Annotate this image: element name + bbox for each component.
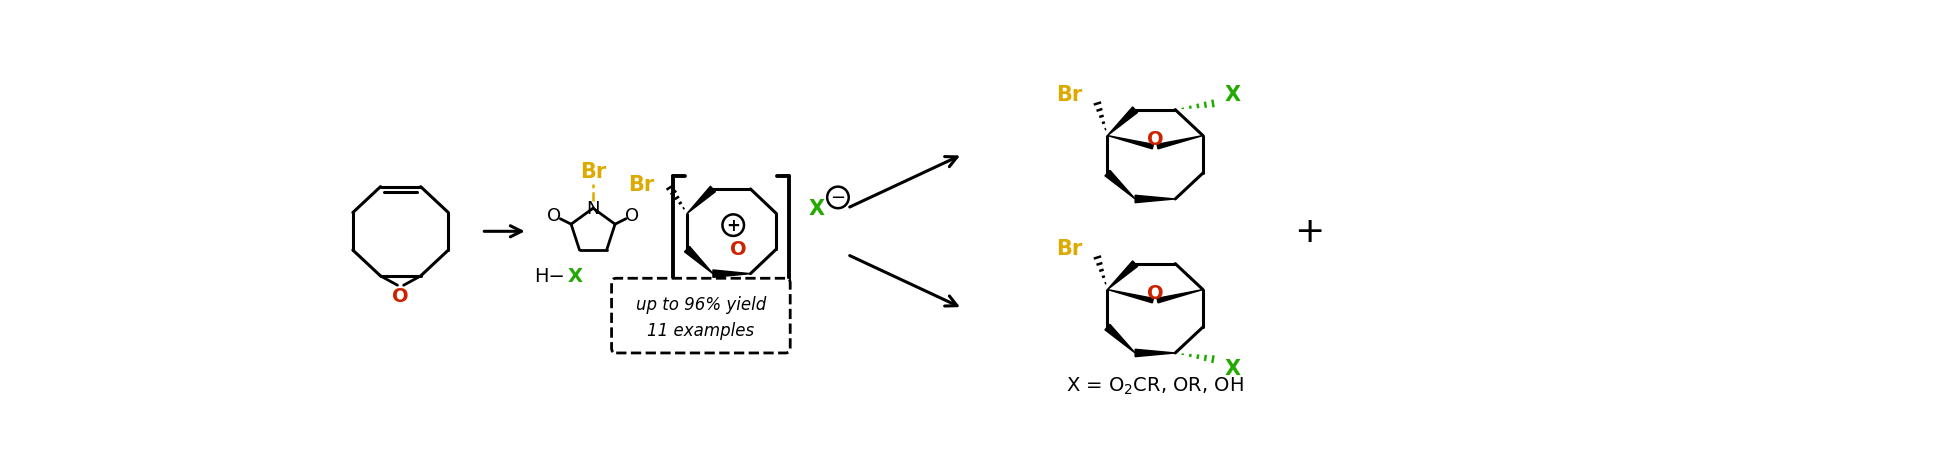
Text: Br: Br bbox=[1056, 239, 1081, 259]
Text: Br: Br bbox=[580, 162, 605, 182]
Polygon shape bbox=[1104, 325, 1135, 353]
Text: H−: H− bbox=[534, 267, 565, 286]
Polygon shape bbox=[1157, 290, 1203, 303]
FancyBboxPatch shape bbox=[611, 279, 791, 353]
Polygon shape bbox=[1104, 171, 1135, 200]
Text: −: − bbox=[830, 189, 845, 207]
Text: up to 96% yield: up to 96% yield bbox=[636, 296, 766, 314]
Text: O: O bbox=[393, 287, 408, 306]
Text: X: X bbox=[1224, 85, 1240, 105]
Text: X: X bbox=[1224, 358, 1240, 379]
Text: Br: Br bbox=[1056, 85, 1081, 105]
Polygon shape bbox=[1135, 349, 1176, 357]
Circle shape bbox=[828, 187, 849, 209]
Text: Br: Br bbox=[629, 174, 656, 194]
Polygon shape bbox=[1108, 261, 1137, 290]
Text: +: + bbox=[1294, 215, 1325, 249]
Text: N: N bbox=[586, 200, 600, 218]
Polygon shape bbox=[1108, 290, 1153, 303]
Text: O: O bbox=[625, 207, 638, 224]
Polygon shape bbox=[685, 247, 714, 274]
Text: O: O bbox=[547, 207, 561, 224]
Text: X: X bbox=[569, 267, 582, 286]
Polygon shape bbox=[1108, 108, 1137, 136]
Polygon shape bbox=[1157, 136, 1203, 150]
Text: O: O bbox=[729, 239, 747, 258]
Polygon shape bbox=[1108, 136, 1153, 150]
Text: 11 examples: 11 examples bbox=[648, 321, 754, 339]
Text: O: O bbox=[1147, 284, 1164, 303]
Circle shape bbox=[723, 215, 745, 236]
Text: X = O$_2$CR, OR, OH: X = O$_2$CR, OR, OH bbox=[1066, 375, 1244, 396]
Polygon shape bbox=[714, 270, 750, 278]
Text: X: X bbox=[808, 199, 824, 219]
Text: +: + bbox=[727, 217, 741, 235]
Polygon shape bbox=[1135, 196, 1176, 203]
Text: O: O bbox=[1147, 130, 1164, 149]
Polygon shape bbox=[687, 187, 716, 214]
